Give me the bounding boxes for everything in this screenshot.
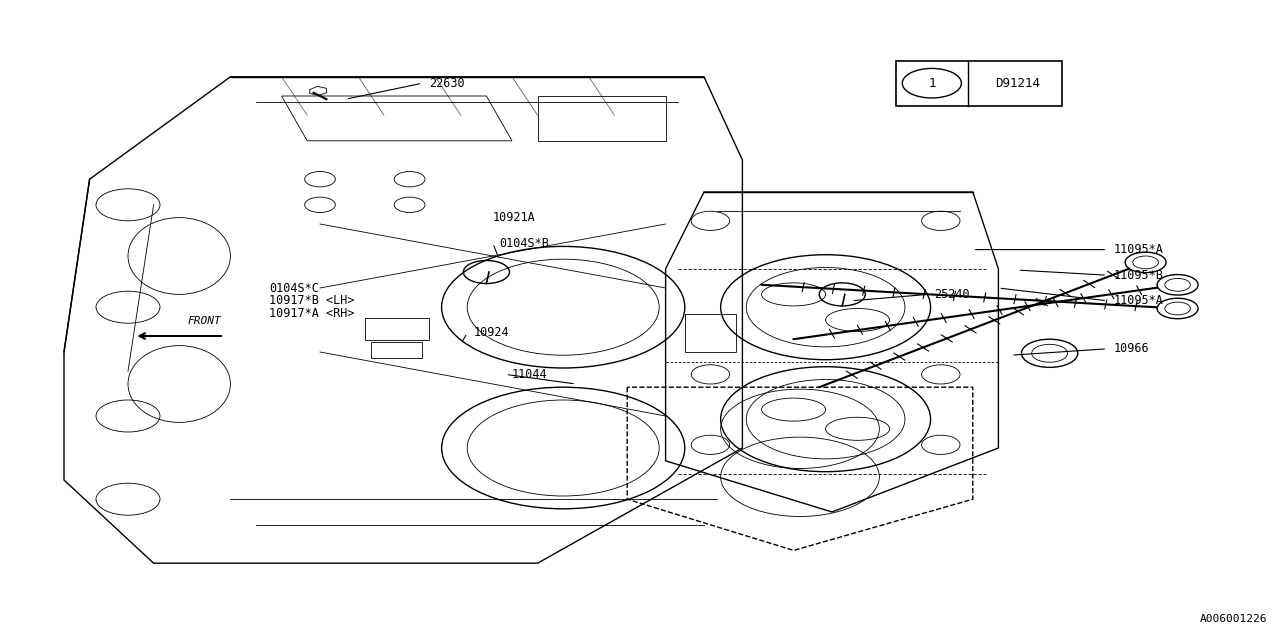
Bar bbox=[371, 342, 422, 358]
Circle shape bbox=[1157, 298, 1198, 319]
Text: D91214: D91214 bbox=[995, 77, 1039, 90]
Bar bbox=[365, 318, 429, 340]
Text: 11044: 11044 bbox=[512, 368, 548, 381]
Text: 0104S*C: 0104S*C bbox=[269, 282, 319, 294]
Text: 1: 1 bbox=[928, 77, 936, 90]
Circle shape bbox=[1125, 252, 1166, 273]
Bar bbox=[685, 314, 736, 352]
Text: 25240: 25240 bbox=[934, 288, 970, 301]
Text: 10917*A <RH>: 10917*A <RH> bbox=[269, 307, 355, 320]
Circle shape bbox=[1157, 275, 1198, 295]
Text: A006001226: A006001226 bbox=[1199, 614, 1267, 624]
Text: 10924: 10924 bbox=[474, 326, 509, 339]
Text: 22630: 22630 bbox=[429, 77, 465, 90]
Text: 11095*A: 11095*A bbox=[1114, 243, 1164, 256]
Text: FRONT: FRONT bbox=[188, 316, 221, 326]
Text: 11095*A: 11095*A bbox=[1114, 294, 1164, 307]
Text: 11095*B: 11095*B bbox=[1114, 269, 1164, 282]
Text: 10966: 10966 bbox=[1114, 342, 1149, 355]
Text: 10917*B <LH>: 10917*B <LH> bbox=[269, 294, 355, 307]
Text: 10921A: 10921A bbox=[493, 211, 535, 224]
Text: 0104S*B: 0104S*B bbox=[499, 237, 549, 250]
